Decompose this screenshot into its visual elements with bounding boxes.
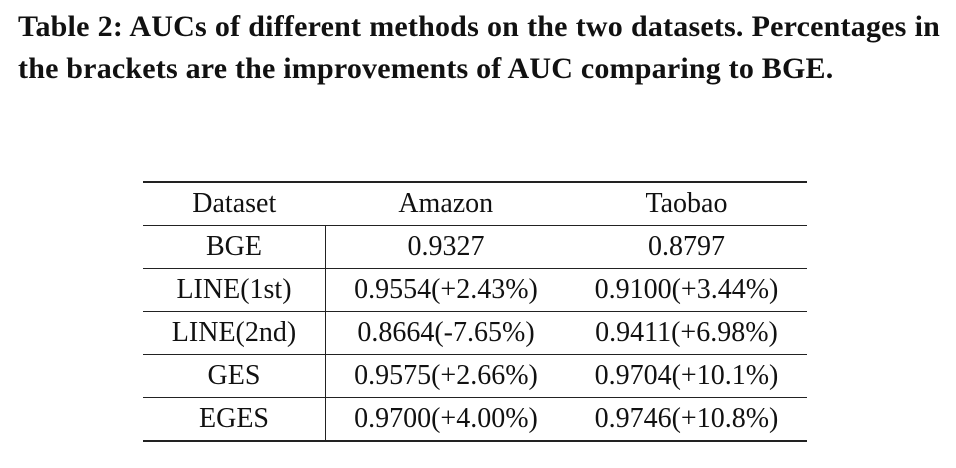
table-row: GES 0.9575(+2.66%) 0.9704(+10.1%) bbox=[143, 354, 807, 398]
auc-cell: 0.9704(+10.1%) bbox=[566, 354, 807, 398]
auc-cell: 0.9100(+3.44%) bbox=[566, 268, 807, 312]
table-row: LINE(1st) 0.9554(+2.43%) 0.9100(+3.44%) bbox=[143, 268, 807, 312]
method-cell: LINE(1st) bbox=[143, 268, 326, 312]
table-row: LINE(2nd) 0.8664(-7.65%) 0.9411(+6.98%) bbox=[143, 311, 807, 355]
column-header: Taobao bbox=[566, 181, 807, 226]
table-row: BGE 0.9327 0.8797 bbox=[143, 225, 807, 269]
auc-cell: 0.9554(+2.43%) bbox=[325, 268, 566, 312]
auc-cell: 0.9327 bbox=[325, 225, 566, 269]
method-cell: EGES bbox=[143, 397, 326, 442]
auc-cell: 0.8664(-7.65%) bbox=[325, 311, 566, 355]
column-header: Dataset bbox=[143, 181, 326, 226]
table-caption: Table 2: AUCs of different methods on th… bbox=[18, 10, 940, 85]
auc-cell: 0.9575(+2.66%) bbox=[325, 354, 566, 398]
method-cell: LINE(2nd) bbox=[143, 311, 326, 355]
auc-cell: 0.8797 bbox=[566, 225, 807, 269]
results-table: Dataset Amazon Taobao BGE 0.9327 0.8797 LINE(… bbox=[143, 181, 807, 442]
table-row: EGES 0.9700(+4.00%) 0.9746(+10.8%) bbox=[143, 397, 807, 442]
auc-cell: 0.9700(+4.00%) bbox=[325, 397, 566, 442]
method-cell: BGE bbox=[143, 225, 326, 269]
column-header: Amazon bbox=[325, 181, 566, 226]
auc-cell: 0.9746(+10.8%) bbox=[566, 397, 807, 442]
table-head: Dataset Amazon Taobao bbox=[143, 181, 807, 226]
method-cell: GES bbox=[143, 354, 326, 398]
header-row: Dataset Amazon Taobao bbox=[143, 181, 807, 226]
auc-cell: 0.9411(+6.98%) bbox=[566, 311, 807, 355]
table-body: BGE 0.9327 0.8797 LINE(1st) 0.9554(+2.43%) 0.… bbox=[143, 225, 807, 442]
